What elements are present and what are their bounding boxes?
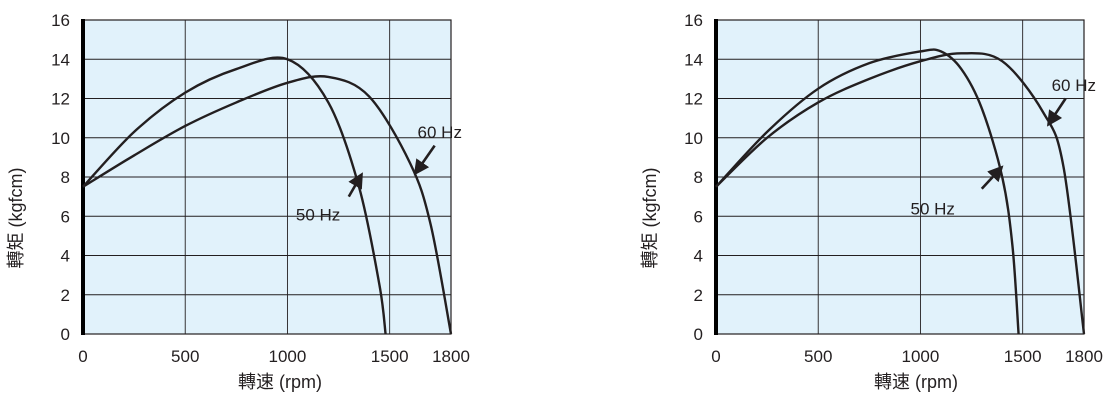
annotation-label: 60 Hz <box>418 123 462 142</box>
y-tick-label: 6 <box>61 207 70 226</box>
x-axis-label: 轉速 (rpm) <box>874 372 958 392</box>
y-tick-label: 16 <box>684 11 703 30</box>
y-tick-label: 4 <box>61 247 70 266</box>
x-tick-label: 1000 <box>269 347 307 366</box>
chart-1: 0 2 4 6 8 10 12 14 16 0 500 1000 1500 1800 轉速 (rpm) 轉矩 … <box>6 11 470 392</box>
x-tick-label: 1500 <box>1004 347 1042 366</box>
x-tick-label: 1800 <box>432 347 470 366</box>
y-tick-label: 6 <box>694 207 703 226</box>
x-axis-label: 轉速 (rpm) <box>238 372 322 392</box>
x-tick-label: 1000 <box>902 347 940 366</box>
x-tick-label: 1500 <box>371 347 409 366</box>
y-tick-label: 0 <box>61 325 70 344</box>
annotation-arrow <box>347 172 363 198</box>
y-axis-label: 轉矩 (kgfcm) <box>6 168 26 269</box>
annotation-label: 60 Hz <box>1052 76 1096 95</box>
y-tick-label: 12 <box>684 90 703 109</box>
y-tick-label: 10 <box>684 129 703 148</box>
annotation-arrow <box>1046 97 1067 127</box>
y-tick-label: 16 <box>51 11 70 30</box>
annotation-label: 50 Hz <box>911 199 955 218</box>
series-50-hz-curve <box>82 56 387 335</box>
x-tick-label: 0 <box>78 347 87 366</box>
y-tick-label: 14 <box>51 50 70 69</box>
annotation-label: 50 Hz <box>296 205 340 224</box>
series-60-hz-curve <box>82 75 453 335</box>
y-tick-label: 2 <box>694 286 703 305</box>
y-tick-label: 14 <box>684 50 703 69</box>
y-tick-label: 0 <box>694 325 703 344</box>
series-60-hz-curve <box>715 52 1086 335</box>
annotation-arrow <box>980 165 1004 190</box>
series-50-hz-curve <box>715 48 1020 335</box>
x-tick-label: 1800 <box>1065 347 1103 366</box>
x-tick-label: 500 <box>171 347 199 366</box>
y-tick-label: 10 <box>51 129 70 148</box>
y-axis-label: 轉矩 (kgfcm) <box>640 168 660 269</box>
annotation-arrow <box>413 144 436 176</box>
x-tick-label: 0 <box>711 347 720 366</box>
y-tick-label: 4 <box>694 247 703 266</box>
x-tick-label: 500 <box>804 347 832 366</box>
y-tick-label: 8 <box>61 168 70 187</box>
y-tick-label: 2 <box>61 286 70 305</box>
chart-2: 0 2 4 6 8 10 12 14 16 0 500 1000 1500 1800 轉速 (rpm) 轉矩 … <box>640 11 1103 392</box>
y-tick-label: 12 <box>51 90 70 109</box>
y-tick-label: 8 <box>694 168 703 187</box>
